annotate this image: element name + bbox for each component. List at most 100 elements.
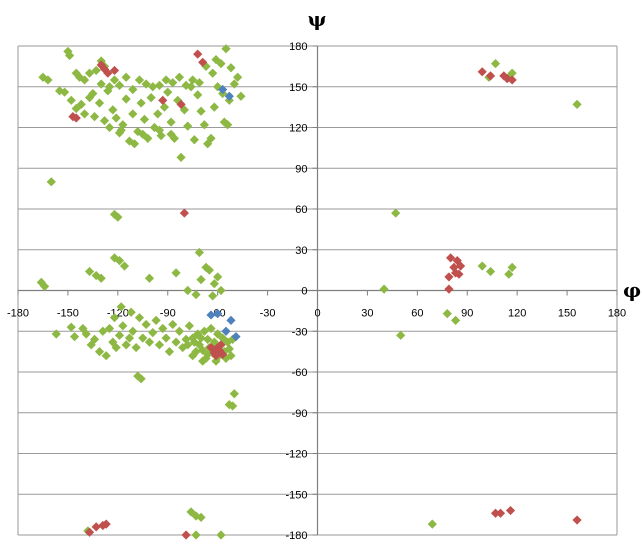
data-point (199, 120, 209, 130)
data-point (166, 117, 176, 127)
data-point (208, 68, 218, 78)
data-point (139, 114, 150, 124)
data-point (109, 75, 120, 85)
data-point (109, 313, 120, 323)
data-point (188, 333, 198, 343)
x-tick-label: 180 (608, 308, 626, 320)
data-point (96, 79, 106, 89)
data-point (485, 266, 496, 277)
series-2 (68, 49, 582, 540)
data-point (66, 322, 76, 332)
data-point (211, 54, 221, 65)
data-point (231, 332, 241, 342)
data-point (223, 337, 233, 347)
data-point (216, 530, 226, 540)
data-point (193, 90, 203, 100)
data-point (64, 50, 75, 61)
data-point (118, 321, 128, 331)
data-point (168, 78, 178, 88)
data-point (206, 342, 216, 353)
data-point (228, 334, 238, 344)
data-point (40, 281, 50, 292)
data-points (36, 44, 582, 540)
data-point (206, 310, 216, 320)
data-point (572, 515, 582, 525)
data-point (59, 87, 70, 97)
data-point (108, 105, 118, 115)
data-point (507, 75, 517, 85)
data-point (572, 99, 582, 110)
data-point (154, 80, 165, 90)
data-point (43, 75, 53, 85)
data-point (224, 344, 234, 354)
y-tick-labels: 180 150 120 90 60 30 0 -30 -60 -90 -120 -150 -180 (285, 41, 307, 542)
data-point (218, 84, 228, 95)
data-point (51, 329, 61, 339)
data-point (203, 349, 213, 359)
data-point (216, 285, 226, 296)
x-tick-label: -30 (260, 308, 276, 320)
data-point (211, 356, 221, 366)
data-point (108, 337, 118, 347)
data-point (111, 342, 121, 353)
data-point (196, 333, 206, 343)
data-point (116, 302, 126, 312)
data-point (89, 112, 100, 122)
data-point (194, 78, 204, 88)
data-point (176, 152, 186, 162)
data-point (98, 326, 108, 336)
data-point (74, 72, 85, 82)
data-point (71, 113, 81, 123)
data-point (94, 347, 105, 357)
data-point (455, 261, 466, 271)
data-point (116, 125, 126, 135)
data-point (79, 109, 90, 119)
data-point (188, 351, 198, 361)
data-point (89, 334, 100, 344)
data-point (224, 400, 234, 410)
x-tick-label: 150 (558, 308, 576, 320)
x-tick-label: 0 (314, 308, 320, 320)
data-point (203, 334, 213, 344)
data-point (199, 326, 209, 336)
data-point (477, 67, 487, 77)
data-point (194, 247, 204, 258)
data-point (109, 209, 120, 220)
data-point (477, 261, 487, 271)
y-tick-label: -150 (285, 489, 307, 501)
x-tick-label: 120 (508, 308, 526, 320)
data-point (164, 347, 175, 357)
series-3 (206, 84, 241, 342)
data-point (109, 65, 120, 76)
data-point (154, 340, 165, 350)
data-point (79, 75, 90, 85)
x-tick-label: -90 (160, 308, 176, 320)
data-point (224, 91, 234, 101)
data-point (138, 129, 148, 139)
data-point (228, 401, 238, 411)
data-point (141, 79, 151, 89)
data-point (213, 272, 223, 282)
x-tick-label: -150 (57, 308, 79, 320)
data-point (504, 269, 514, 279)
data-point (490, 508, 501, 518)
data-point (181, 334, 191, 344)
data-point (198, 57, 208, 67)
data-point (183, 285, 193, 296)
y-tick-label: 90 (295, 163, 307, 175)
data-point (138, 333, 148, 343)
data-point (454, 269, 464, 279)
data-point (99, 116, 110, 126)
y-tick-label: -60 (292, 367, 308, 379)
x-tick-label: 30 (361, 308, 373, 320)
data-point (161, 333, 171, 343)
data-point (206, 133, 216, 143)
data-point (223, 120, 233, 130)
data-point (502, 74, 512, 84)
y-axis-title: ψ (308, 7, 327, 31)
data-point (141, 319, 151, 330)
y-tick-label: 180 (289, 41, 307, 53)
data-point (126, 307, 136, 317)
y-tick-label: -120 (285, 449, 307, 461)
